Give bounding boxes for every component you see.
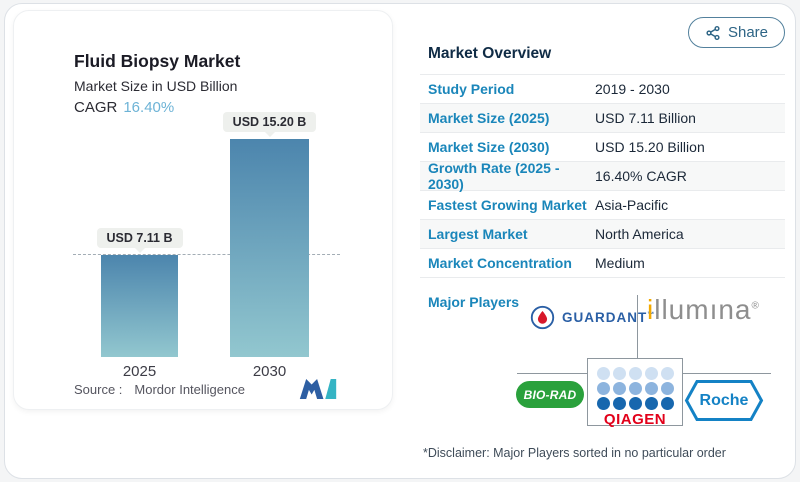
market-overview-table: Study Period 2019 - 2030 Market Size (20…: [420, 74, 785, 278]
major-players-label: Major Players: [428, 294, 520, 310]
roche-hexagon-icon: [684, 380, 764, 421]
table-row: Largest Market North America: [420, 220, 785, 249]
guardant-logo: GUARDANT™: [530, 305, 655, 330]
row-label: Fastest Growing Market: [428, 197, 587, 213]
table-row: Fastest Growing Market Asia-Pacific: [420, 191, 785, 220]
source-label: Source :: [74, 381, 123, 397]
bar-group-2030: USD 15.20 B: [222, 112, 317, 357]
row-label: Market Size (2030): [428, 139, 550, 155]
source-value: Mordor Intelligence: [134, 381, 245, 397]
guardant-wordmark: GUARDANT™: [562, 310, 656, 325]
registered-symbol: ®: [751, 300, 760, 312]
roche-wordmark: Roche: [699, 391, 749, 409]
bio-rad-logo: BIO-RAD: [516, 381, 584, 408]
illumina-logo: illumına®: [647, 294, 760, 325]
cagr-value: 16.40%: [123, 99, 175, 116]
bar: [101, 255, 178, 357]
row-value: Medium: [595, 255, 645, 271]
x-axis-label-2030: 2030: [252, 363, 287, 380]
bar-group-2025: USD 7.11 B: [96, 228, 183, 357]
source-row: Source : Mordor Intelligence: [74, 379, 337, 399]
x-axis-label-2025: 2025: [122, 363, 157, 380]
connector-line-right: [683, 373, 771, 374]
row-value: 16.40% CAGR: [595, 168, 687, 184]
cagr-label: CAGR: [74, 99, 118, 116]
guardant-drop-icon: [530, 305, 555, 330]
row-label: Study Period: [428, 81, 515, 97]
chart-panel: Fluid Biopsy Market Market Size in USD B…: [13, 10, 393, 410]
bar-value-label-2025: USD 7.11 B: [96, 228, 183, 253]
qiagen-dot-grid: [588, 367, 682, 410]
qiagen-logo: QIAGEN: [587, 358, 683, 428]
bar-chart: USD 7.11 B USD 15.20 B: [14, 97, 392, 357]
connector-line-left: [517, 373, 587, 374]
table-row: Market Size (2030) USD 15.20 Billion: [420, 133, 785, 162]
table-row: Growth Rate (2025 - 2030) 16.40% CAGR: [420, 160, 785, 192]
row-label: Market Concentration: [428, 255, 572, 271]
row-value: 2019 - 2030: [595, 81, 670, 97]
row-value: North America: [595, 226, 684, 242]
source-text: Source : Mordor Intelligence: [74, 382, 245, 397]
row-label: Market Size (2025): [428, 110, 550, 126]
share-icon: [706, 25, 720, 40]
row-value: Asia-Pacific: [595, 197, 669, 213]
table-row: Market Concentration Medium: [420, 249, 785, 278]
chart-subtitle: Market Size in USD Billion: [74, 78, 238, 94]
mordor-intelligence-logo: [299, 379, 337, 399]
chart-header: Fluid Biopsy Market Market Size in USD B…: [14, 11, 392, 116]
row-value: USD 15.20 Billion: [595, 139, 705, 155]
roche-logo: Roche: [684, 379, 764, 422]
bio-rad-wordmark: BIO-RAD: [523, 387, 577, 402]
cagr-line: CAGR 16.40%: [74, 99, 392, 116]
table-row: Study Period 2019 - 2030: [420, 75, 785, 104]
divider-vertical: [637, 295, 638, 358]
share-button[interactable]: Share: [687, 17, 785, 48]
reference-dashed-line: [73, 254, 340, 255]
row-value: USD 7.11 Billion: [595, 110, 696, 126]
bar-value-label-2030: USD 15.20 B: [222, 112, 317, 137]
major-players-section: Major Players GUARDANT™ illumına® QIAGEN…: [420, 288, 790, 468]
table-row: Market Size (2025) USD 7.11 Billion: [420, 104, 785, 133]
disclaimer-text: *Disclaimer: Major Players sorted in no …: [423, 446, 726, 460]
bar: [230, 139, 309, 357]
chart-title: Fluid Biopsy Market: [74, 51, 241, 71]
trademark-symbol: ™: [647, 311, 656, 319]
qiagen-wordmark: QIAGEN: [603, 411, 667, 428]
row-label: Growth Rate (2025 - 2030): [428, 160, 560, 192]
market-overview-title: Market Overview: [428, 45, 552, 62]
row-label: Largest Market: [428, 226, 528, 242]
share-label: Share: [727, 24, 768, 41]
